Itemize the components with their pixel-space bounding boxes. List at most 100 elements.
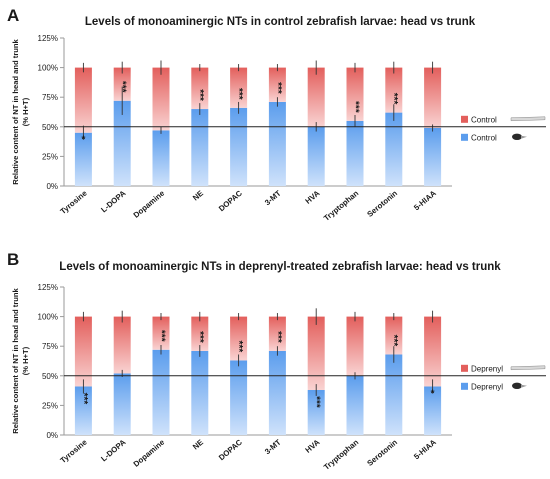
y-axis-label-unit: (% H+T) [21,97,30,126]
category-label: Tyrosine [58,437,89,465]
larva-trunk-icon [510,365,546,371]
y-tick-label: 125% [38,34,58,43]
category-label: NE [191,189,205,203]
category-label: L-DOPA [99,188,128,214]
category-label: DOPAC [217,188,244,213]
category-label: Serotonin [365,188,399,218]
significance-label: *** [233,341,244,353]
bar-trunk [230,67,248,108]
bar-trunk [385,67,403,113]
significance-label: *** [311,396,322,408]
category-label: Tryptophan [322,437,360,471]
bar-head [346,375,364,435]
y-axis-label: Relative content of NT in head and trunk [11,38,20,184]
bar-head [230,360,248,435]
y-tick-label: 100% [38,313,58,322]
bar-head [113,373,131,435]
y-tick-label: 50% [42,372,58,381]
y-tick-label: 0% [46,431,58,440]
bar-trunk [307,316,325,391]
category-label: Serotonin [365,437,399,467]
larva-head-icon [512,382,522,389]
category-label: Tryptophan [322,188,360,222]
larva-head-tail-icon [521,384,527,388]
legend-swatch-trunk [461,364,468,372]
bar-trunk [268,316,286,351]
significance-label: *** [272,331,283,343]
bar-trunk [113,67,131,101]
category-label: HVA [304,437,322,454]
category-label: 3-MT [263,437,283,456]
category-label: Tyrosine [58,188,89,216]
category-label: NE [191,438,205,452]
category-label: 5-HIAA [412,437,438,461]
category-label: 3-MT [263,188,283,207]
legend-swatch-head [461,133,468,141]
significance-label: *** [78,393,89,405]
bar-trunk [113,316,131,374]
category-label: L-DOPA [99,437,128,463]
bar-trunk [424,316,442,387]
category-label: 5-HIAA [412,188,438,212]
legend-label-trunk: Control [471,115,497,124]
category-label: DOPAC [217,437,244,462]
bar-trunk [191,316,209,351]
bar-trunk [152,67,170,131]
y-tick-label: 0% [46,182,58,191]
bar-head [74,386,92,435]
bar-trunk [346,316,364,376]
y-tick-label: 25% [42,401,58,410]
category-label: Dopamine [132,188,167,220]
bar-trunk [424,67,442,128]
bar-trunk [74,67,92,133]
bar-head [74,132,92,186]
bar-head [191,109,209,186]
bar-head [424,127,442,186]
bar-trunk [191,67,209,110]
chart-panel-B: B Levels of monoaminergic NTs in deprenyl… [7,250,546,472]
bar-head [346,120,364,186]
significance-label: * [431,388,435,399]
y-tick-label: 75% [42,342,58,351]
larva-trunk-icon [510,116,546,122]
y-axis-label-unit: (% H+T) [21,346,30,375]
bar-head [385,354,403,435]
significance-label: *** [233,88,244,100]
category-label: Dopamine [132,437,167,469]
bar-trunk [152,316,170,350]
significance-label: * [81,135,85,146]
panel-label: A [7,6,19,25]
legend-swatch-trunk [461,115,468,123]
chart-title: Levels of monoaminergic NTs in deprenyl-… [59,261,501,273]
bar-trunk [385,316,403,355]
significance-label: *** [194,331,205,343]
significance-label: *** [117,81,128,93]
bar-trunk [307,67,325,127]
bar-trunk [268,67,286,102]
significance-label: *** [194,89,205,101]
bar-trunk [74,316,92,387]
y-tick-label: 125% [38,283,58,292]
significance-label: *** [388,335,399,347]
bar-head [152,130,170,186]
larva-head-tail-icon [521,135,527,139]
bar-head [424,386,442,435]
bar-head [113,100,131,186]
y-tick-label: 100% [38,64,58,73]
bar-head [385,112,403,186]
panel-label: B [7,250,19,269]
significance-label: *** [388,93,399,105]
bar-head [191,350,209,435]
bar-head [307,126,325,186]
significance-label: *** [349,101,360,113]
y-tick-label: 25% [42,152,58,161]
bar-trunk [346,67,364,121]
legend-label-head: Deprenyl [471,382,503,391]
chart-panel-A: A Levels of monoaminergic NTs in control … [7,6,546,223]
bar-head [268,101,286,186]
bar-head [307,390,325,435]
y-tick-label: 50% [42,123,58,132]
category-label: HVA [304,188,322,205]
chart-title: Levels of monoaminergic NTs in control z… [85,16,476,28]
